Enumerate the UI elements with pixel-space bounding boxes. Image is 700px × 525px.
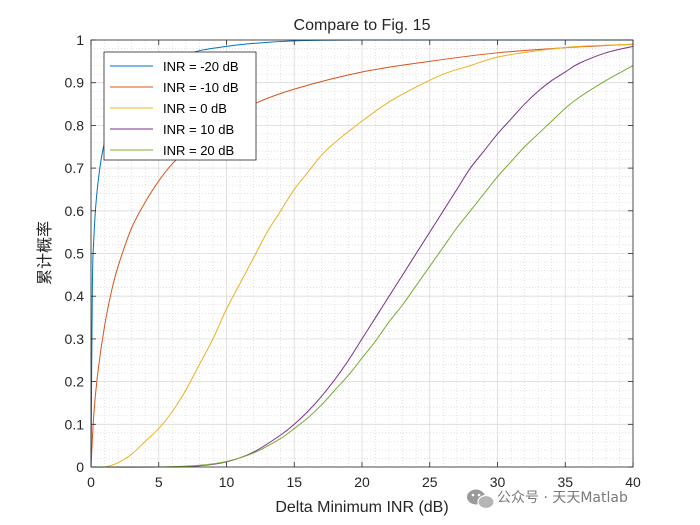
x-tick-label: 30 — [490, 474, 506, 490]
x-tick-label: 25 — [422, 474, 438, 490]
y-tick-label: 0 — [76, 459, 84, 475]
series-line-4 — [90, 65, 634, 468]
legend-label-2: INR = 0 dB — [163, 101, 227, 116]
x-tick-labels: 0 5 10 15 20 25 30 35 40 — [87, 474, 641, 490]
x-tick-label: 5 — [155, 474, 163, 490]
x-tick-label: 40 — [625, 474, 641, 490]
y-tick-label: 0.2 — [65, 374, 85, 390]
y-tick-label: 0.4 — [65, 288, 85, 304]
wechat-icon — [467, 489, 495, 510]
series-line-2 — [90, 43, 634, 468]
x-tick-label: 15 — [286, 474, 302, 490]
x-tick-label: 0 — [87, 474, 95, 490]
x-axis-label: Delta Minimum INR (dB) — [275, 499, 448, 516]
y-tick-label: 0.1 — [65, 416, 85, 432]
x-tick-label: 10 — [219, 474, 235, 490]
y-tick-labels: 0 0.1 0.2 0.3 0.4 0.5 0.6 0.7 0.8 0.9 1 — [65, 32, 85, 475]
watermark-text: 公众号 · 天天Matlab — [497, 490, 628, 506]
legend-label-0: INR = -20 dB — [163, 59, 239, 74]
y-tick-label: 0.3 — [65, 331, 85, 347]
y-tick-label: 0.9 — [65, 75, 85, 91]
x-tick-label: 35 — [557, 474, 573, 490]
series-line-3 — [90, 45, 634, 468]
legend-label-3: INR = 10 dB — [163, 122, 234, 137]
legend-label-1: INR = -10 dB — [163, 80, 239, 95]
y-tick-label: 0.7 — [65, 160, 85, 176]
y-tick-label: 0.6 — [65, 203, 85, 219]
y-tick-label: 0.8 — [65, 117, 85, 133]
legend-box — [103, 51, 257, 161]
y-tick-label: 1 — [76, 32, 84, 48]
legend-label-4: INR = 20 dB — [163, 143, 234, 158]
y-axis-label: 累计概率 — [35, 221, 54, 285]
x-tick-label: 20 — [354, 474, 370, 490]
y-tick-label: 0.5 — [65, 246, 85, 262]
legend[interactable]: INR = -20 dB INR = -10 dB INR = 0 dB INR = … — [103, 51, 257, 161]
chart-title: Compare to Fig. 15 — [294, 17, 431, 34]
watermark: 公众号 · 天天Matlab — [467, 489, 628, 510]
axis-ticks — [90, 39, 634, 468]
